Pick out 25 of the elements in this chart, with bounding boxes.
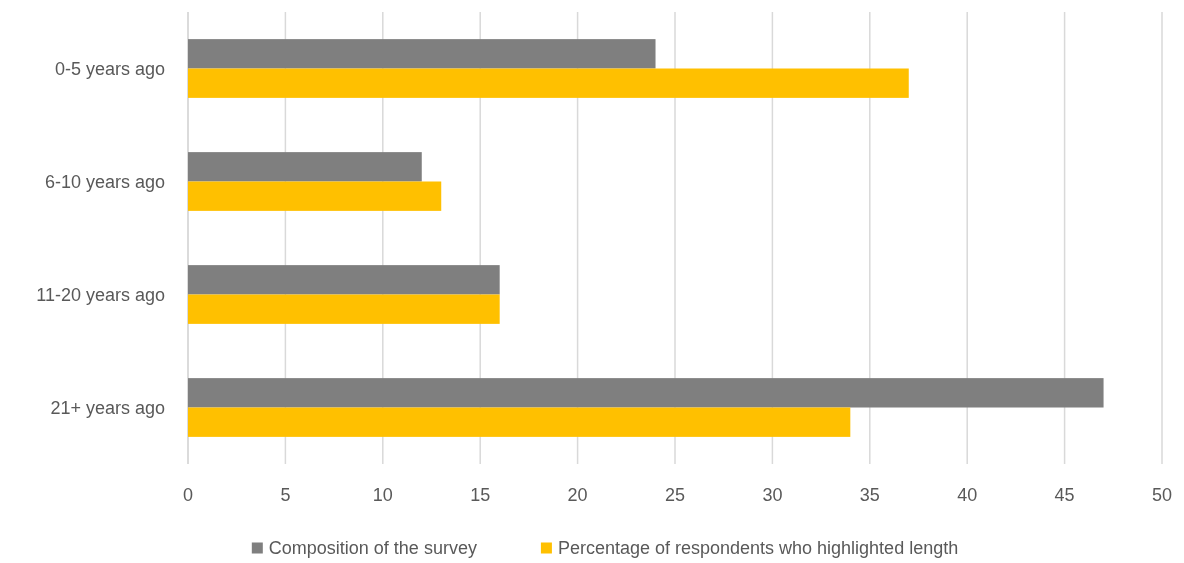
bar	[188, 152, 422, 182]
bar	[188, 68, 909, 98]
x-tick-label: 35	[859, 485, 880, 505]
x-tick-label: 30	[762, 485, 783, 505]
bar	[188, 294, 500, 324]
y-tick-label: 21+ years ago	[50, 397, 165, 418]
x-tick-label: 20	[567, 485, 588, 505]
x-tick-label: 10	[372, 485, 393, 505]
y-tick-label: 0-5 years ago	[54, 58, 165, 79]
y-tick-label: 11-20 years ago	[36, 284, 165, 305]
x-tick-label: 15	[470, 485, 491, 505]
bar	[188, 265, 500, 295]
x-tick-label: 5	[280, 485, 291, 505]
x-tick-label: 0	[182, 485, 194, 505]
bar	[188, 181, 442, 211]
bar	[188, 407, 851, 437]
legend-label: Composition of the survey	[268, 538, 477, 559]
y-tick-label: 6-10 years ago	[44, 171, 165, 192]
x-tick-label: 40	[957, 485, 978, 505]
x-tick-label: 45	[1054, 485, 1075, 505]
bar	[188, 39, 656, 69]
x-tick-label: 50	[1151, 485, 1173, 505]
legend-label: Percentage of respondents who highlighted length	[557, 538, 959, 559]
x-tick-label: 25	[664, 485, 686, 505]
bar	[188, 378, 1104, 408]
